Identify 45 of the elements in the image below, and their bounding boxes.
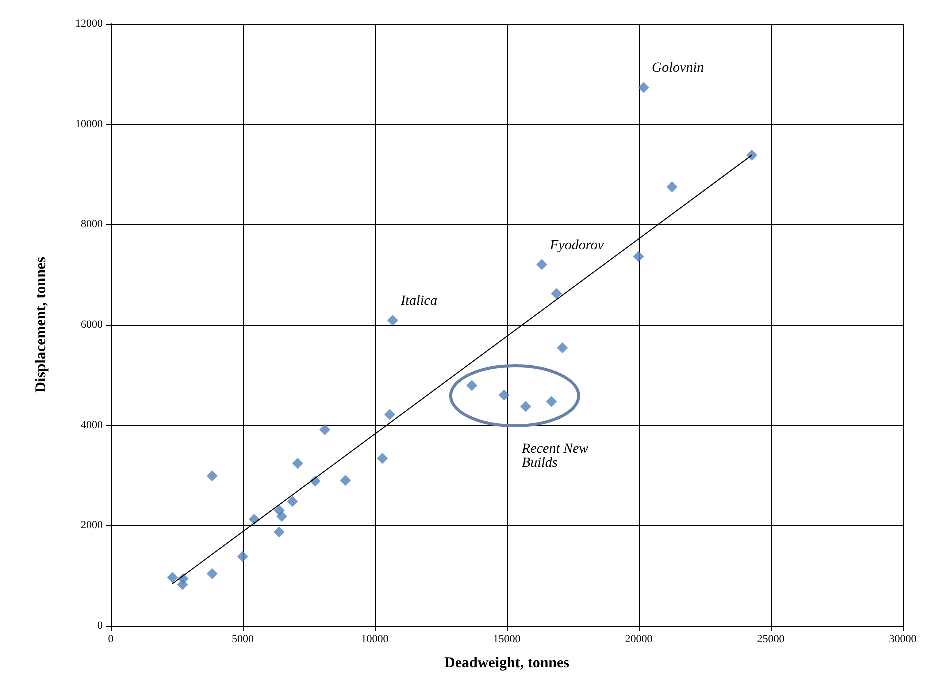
point (320, 424, 331, 436)
point (287, 496, 298, 508)
annotation: Golovnin (652, 61, 704, 76)
point (238, 551, 248, 562)
point (292, 458, 304, 469)
x-tick-label: 30000 (889, 634, 918, 646)
point (536, 259, 548, 270)
x-tick-label: 5000 (232, 634, 254, 646)
x-tick-label: 10000 (361, 634, 390, 646)
point (498, 390, 510, 401)
x-tick-label: 0 (108, 634, 114, 646)
y-tick-label: 0 (98, 620, 104, 632)
y-tick-label: 4000 (81, 419, 104, 432)
y-tick-label: 6000 (81, 319, 104, 331)
x-tick-label: 15000 (493, 634, 522, 646)
point (274, 526, 285, 538)
point (557, 342, 568, 354)
point (167, 572, 178, 584)
annotation: Recent New Builds (521, 442, 592, 471)
point (633, 251, 644, 262)
point (276, 511, 288, 522)
x-tick-label: 25000 (757, 634, 786, 646)
point (466, 380, 478, 392)
point (638, 82, 650, 94)
point (551, 288, 562, 300)
point (206, 470, 218, 482)
y-axis-title: Displacement, tonnes (34, 256, 50, 393)
point (520, 401, 532, 412)
point (666, 182, 678, 193)
point (377, 452, 388, 464)
point (387, 314, 398, 326)
x-axis-title: Deadweight, tonnes (444, 656, 570, 672)
y-tick-label: 8000 (81, 218, 104, 231)
y-tick-label: 12000 (76, 18, 104, 30)
x-tick-label: 20000 (625, 634, 654, 646)
y-tick-label: 10000 (76, 118, 104, 130)
y-tick-label: 2000 (81, 520, 104, 532)
point (384, 409, 396, 420)
annotation: Fyodorov (549, 238, 605, 254)
point (206, 568, 218, 580)
point (340, 475, 352, 486)
point (746, 150, 758, 161)
point (546, 396, 558, 408)
annotation: Italica (400, 294, 438, 309)
point (177, 579, 188, 590)
